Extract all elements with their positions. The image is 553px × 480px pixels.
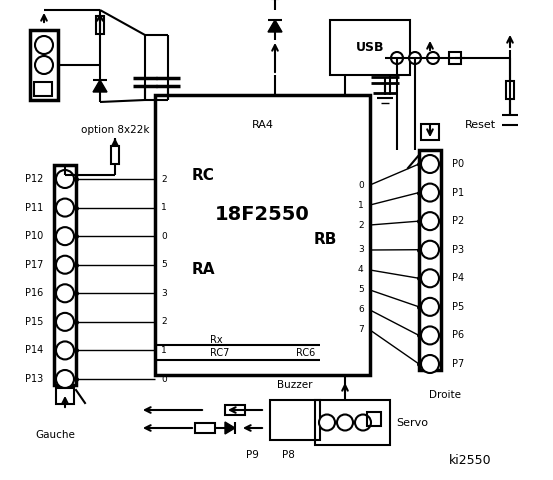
Text: 1: 1 xyxy=(358,201,364,209)
Text: 5: 5 xyxy=(161,260,167,269)
Text: USB: USB xyxy=(356,41,384,54)
Text: Droite: Droite xyxy=(429,390,461,400)
Text: P0: P0 xyxy=(452,159,464,169)
Bar xyxy=(270,400,320,440)
Bar xyxy=(419,150,441,370)
Text: RA: RA xyxy=(191,263,215,277)
Text: P6: P6 xyxy=(452,330,464,340)
Text: RA4: RA4 xyxy=(252,120,274,130)
Text: 3: 3 xyxy=(161,289,167,298)
Bar xyxy=(34,82,52,96)
Text: Gauche: Gauche xyxy=(35,430,75,440)
Polygon shape xyxy=(225,422,235,434)
Text: P5: P5 xyxy=(452,302,465,312)
Circle shape xyxy=(56,341,74,360)
Circle shape xyxy=(421,240,439,259)
Circle shape xyxy=(421,155,439,173)
Bar xyxy=(506,81,514,99)
Circle shape xyxy=(421,269,439,288)
Text: 1: 1 xyxy=(161,203,167,212)
Text: ki2550: ki2550 xyxy=(448,454,491,467)
Bar xyxy=(225,405,245,415)
Text: P15: P15 xyxy=(25,317,43,327)
Bar xyxy=(449,52,461,64)
Circle shape xyxy=(421,298,439,316)
Text: RC6: RC6 xyxy=(296,348,315,358)
Bar xyxy=(54,165,76,385)
Circle shape xyxy=(56,170,74,188)
Bar xyxy=(421,124,439,140)
Text: 2: 2 xyxy=(161,175,167,183)
Circle shape xyxy=(421,212,439,230)
Text: 1: 1 xyxy=(161,346,167,355)
Text: 3: 3 xyxy=(358,245,364,254)
Circle shape xyxy=(56,256,74,274)
Text: Servo: Servo xyxy=(396,418,428,428)
Text: P3: P3 xyxy=(452,245,464,255)
Text: 0: 0 xyxy=(161,374,167,384)
Bar xyxy=(111,146,119,164)
Circle shape xyxy=(56,199,74,216)
Text: P2: P2 xyxy=(452,216,465,226)
Text: P16: P16 xyxy=(25,288,43,298)
Text: P8: P8 xyxy=(281,450,294,460)
Bar xyxy=(367,412,381,426)
Circle shape xyxy=(421,355,439,373)
Text: P11: P11 xyxy=(25,203,43,213)
Text: P1: P1 xyxy=(452,188,464,198)
Circle shape xyxy=(56,227,74,245)
Text: P14: P14 xyxy=(25,346,43,355)
Circle shape xyxy=(319,415,335,431)
Circle shape xyxy=(427,52,439,64)
Bar xyxy=(330,20,410,75)
Circle shape xyxy=(391,52,403,64)
Text: 6: 6 xyxy=(358,305,364,314)
Circle shape xyxy=(337,415,353,431)
Text: P4: P4 xyxy=(452,273,464,283)
Text: 2: 2 xyxy=(358,220,364,229)
Circle shape xyxy=(421,183,439,202)
Circle shape xyxy=(56,370,74,388)
Text: 18F2550: 18F2550 xyxy=(215,205,310,225)
Bar xyxy=(30,30,58,100)
Text: P12: P12 xyxy=(25,174,43,184)
Text: 0: 0 xyxy=(161,232,167,240)
Text: RB: RB xyxy=(314,232,337,248)
Bar xyxy=(56,388,74,404)
Circle shape xyxy=(35,56,53,74)
Text: P7: P7 xyxy=(452,359,465,369)
Text: P17: P17 xyxy=(25,260,43,270)
Bar xyxy=(195,423,215,433)
Text: P13: P13 xyxy=(25,374,43,384)
Text: P10: P10 xyxy=(25,231,43,241)
Text: Reset: Reset xyxy=(465,120,495,130)
Text: 5: 5 xyxy=(358,286,364,295)
Circle shape xyxy=(35,36,53,54)
Text: Buzzer: Buzzer xyxy=(277,380,313,390)
Text: RC: RC xyxy=(191,168,215,182)
Polygon shape xyxy=(93,80,107,92)
Text: RC7: RC7 xyxy=(210,348,229,358)
Circle shape xyxy=(355,415,371,431)
Circle shape xyxy=(56,284,74,302)
Bar xyxy=(96,16,104,34)
Circle shape xyxy=(56,313,74,331)
Circle shape xyxy=(421,326,439,345)
Text: 0: 0 xyxy=(358,180,364,190)
Polygon shape xyxy=(268,20,282,32)
Circle shape xyxy=(409,52,421,64)
Text: 2: 2 xyxy=(161,317,167,326)
Text: 7: 7 xyxy=(358,325,364,335)
Text: option 8x22k: option 8x22k xyxy=(81,125,149,135)
Bar xyxy=(155,95,370,375)
Bar xyxy=(315,400,390,445)
Text: 4: 4 xyxy=(358,265,364,275)
Text: P9: P9 xyxy=(246,450,258,460)
Text: Rx: Rx xyxy=(210,335,223,345)
